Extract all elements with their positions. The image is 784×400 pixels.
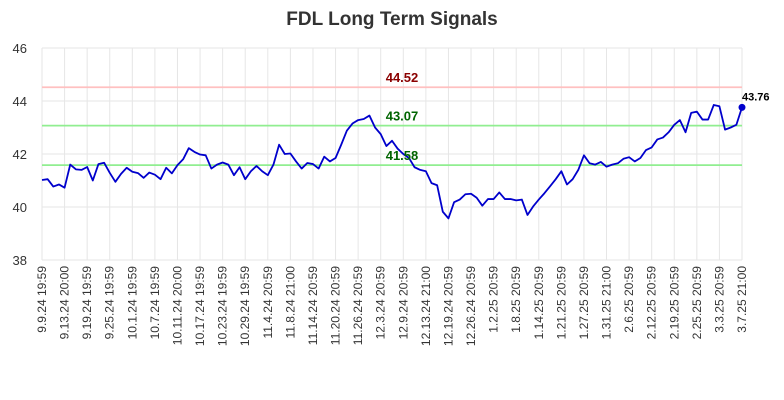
x-tick-label: 2.12.25 20:59 [645,266,659,340]
x-tick-label: 1.14.25 20:59 [532,266,546,340]
x-tick-label: 10.17.24 19:59 [193,266,207,346]
x-tick-label: 10.23.24 19:59 [216,266,230,346]
y-tick-label: 42 [13,147,27,162]
x-tick-label: 2.6.25 20:59 [622,266,636,333]
x-tick-label: 10.7.24 19:59 [148,266,162,340]
x-tick-label: 3.7.25 21:00 [735,266,749,333]
x-tick-label: 1.8.25 20:59 [509,266,523,333]
series-layer [41,103,746,220]
reference-line-label: 41.58 [386,148,419,163]
last-point-marker [738,103,746,111]
x-tick-label: 12.13.24 21:00 [419,266,433,346]
y-tick-label: 46 [13,41,27,56]
x-tick-label: 12.19.24 20:59 [441,266,455,346]
x-tick-label: 9.13.24 20:00 [58,266,72,340]
x-tick-label: 1.21.25 20:59 [554,266,568,340]
y-tick-label: 44 [13,94,27,109]
x-tick-label: 12.9.24 20:59 [396,266,410,340]
x-tick-label: 9.9.24 19:59 [35,266,49,333]
x-tick-label: 1.2.25 20:59 [487,266,501,333]
x-tick-label: 10.1.24 19:59 [125,266,139,340]
x-tick-label: 10.29.24 19:59 [238,266,252,346]
x-tick-label: 9.25.24 19:59 [103,266,117,340]
y-tick-label: 40 [13,200,27,215]
y-tick-label: 38 [13,253,27,268]
reference-line-label: 44.52 [386,70,419,85]
x-tick-label: 3.3.25 20:59 [712,266,726,333]
x-tick-label: 1.31.25 21:00 [600,266,614,340]
x-tick-label: 2.25.25 20:59 [690,266,704,340]
last-value-label: 43.76 [742,91,770,103]
x-tick-label: 11.20.24 20:59 [329,266,343,346]
reference-line-label: 43.07 [386,109,419,124]
x-tick-label: 12.26.24 20:59 [464,266,478,346]
x-tick-label: 1.27.25 20:59 [577,266,591,340]
x-tick-label: 11.4.24 20:59 [261,266,275,339]
annotations: 44.52 43.07 41.58 43.76 [386,70,770,163]
x-tick-label: 10.11.24 20:00 [170,266,184,346]
x-tick-label: 2.19.25 20:59 [667,266,681,340]
x-tick-label: 11.8.24 21:00 [283,266,297,339]
x-tick-label: 9.19.24 19:59 [80,266,94,340]
chart-title: FDL Long Term Signals [286,9,497,30]
x-axis-ticks: 9.9.24 19:59 9.13.24 20:00 9.19.24 19:59 9.… [35,266,749,346]
x-tick-label: 11.14.24 20:59 [306,266,320,346]
y-axis-ticks: 38 40 42 44 46 [13,41,27,268]
x-tick-label: 12.3.24 20:59 [374,266,388,340]
reference-lines [42,86,742,167]
x-tick-label: 11.26.24 20:59 [351,266,365,346]
price-series-line [41,104,743,220]
